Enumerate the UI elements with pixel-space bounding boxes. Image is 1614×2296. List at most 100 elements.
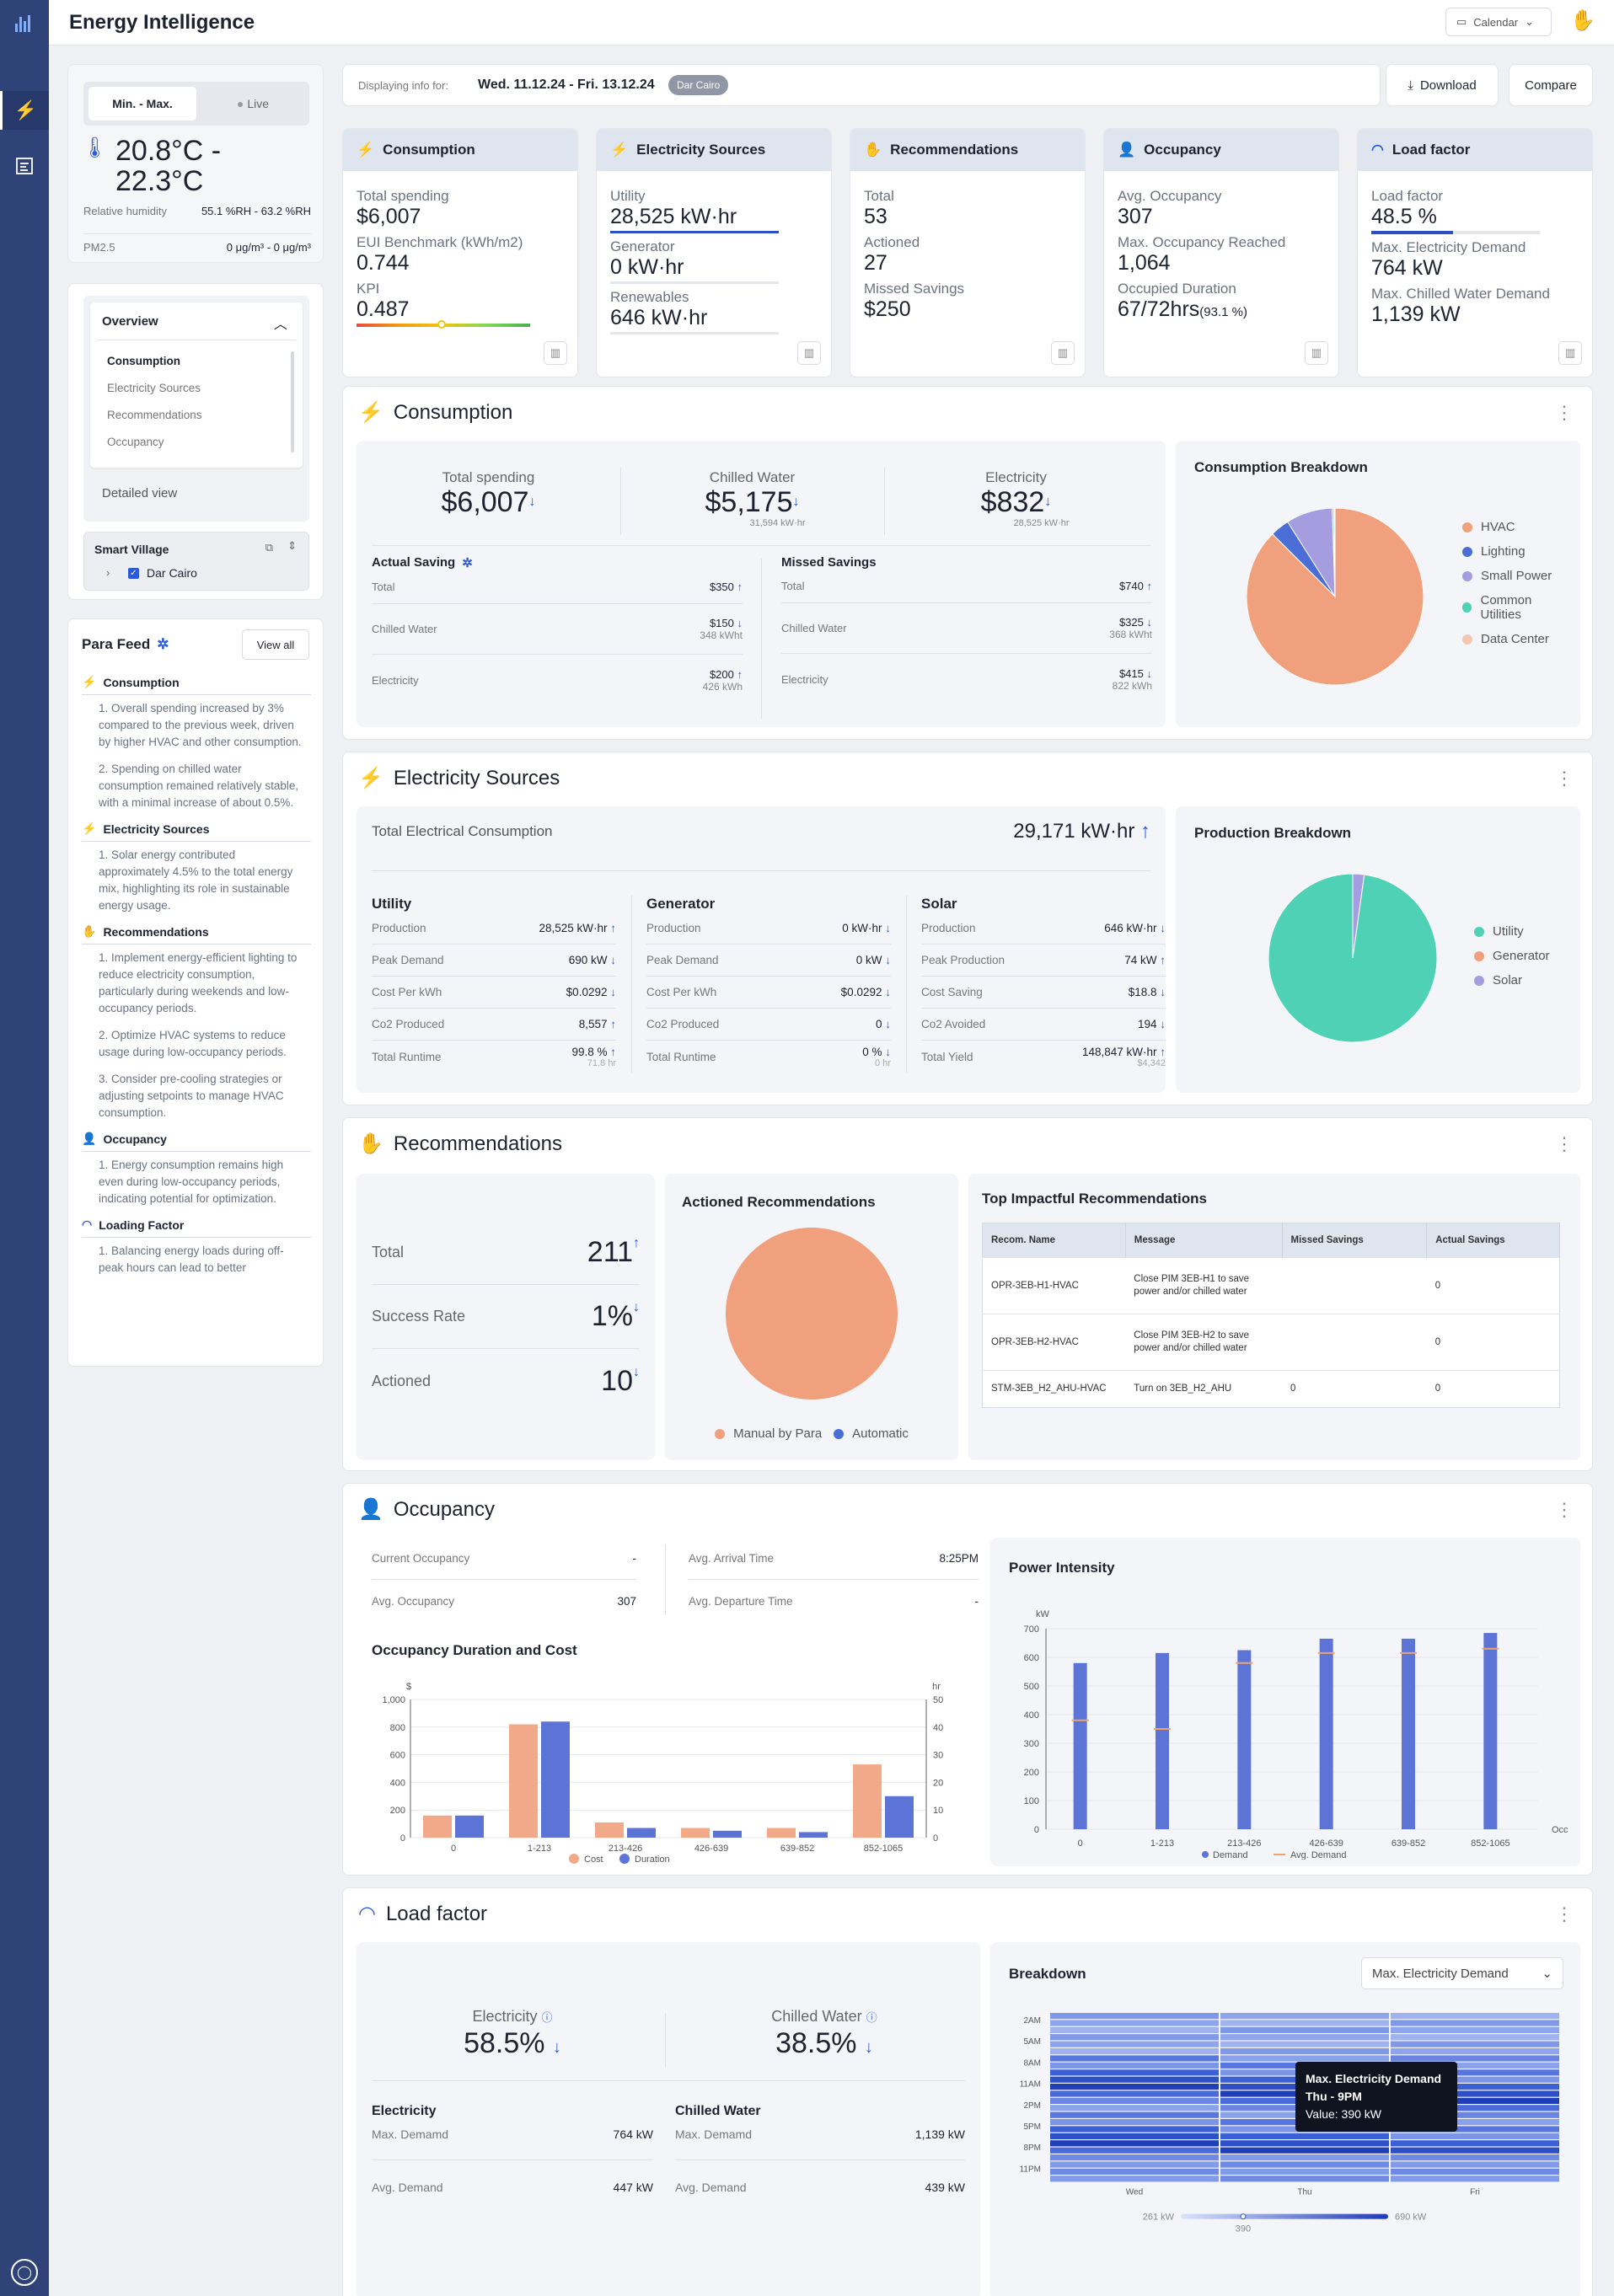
- heatmap-cell[interactable]: [1391, 2126, 1559, 2133]
- bar-chart-icon[interactable]: ▥: [1051, 341, 1075, 365]
- heatmap-cell[interactable]: [1050, 2041, 1219, 2047]
- bar-demand[interactable]: [1073, 1662, 1087, 1829]
- heatmap-cell[interactable]: [1050, 2133, 1219, 2139]
- tab-live[interactable]: ● Live: [236, 97, 270, 110]
- bar-chart-icon[interactable]: ▥: [797, 341, 821, 365]
- bar-demand[interactable]: [1237, 1650, 1252, 1830]
- more-icon[interactable]: ⋮: [1555, 1903, 1574, 1924]
- heatmap-cell[interactable]: [1050, 2126, 1219, 2133]
- bar-duration[interactable]: [713, 1830, 742, 1838]
- chevron-right-icon[interactable]: ›: [106, 566, 110, 579]
- table-row[interactable]: STM-3EB_H2_AHU-HVAC Turn on 3EB_H2_AHU 0 0: [982, 1370, 1560, 1408]
- heatmap-cell[interactable]: [1050, 2111, 1219, 2118]
- pie-slice-utility[interactable]: [1268, 874, 1438, 1043]
- bar-cost[interactable]: [423, 1815, 452, 1838]
- more-icon[interactable]: ⋮: [1555, 402, 1574, 423]
- bar-chart-icon[interactable]: ▥: [544, 341, 567, 365]
- bar-duration[interactable]: [799, 1832, 828, 1838]
- table-header[interactable]: Recom. Name: [982, 1223, 1126, 1258]
- view-all-button[interactable]: View all: [242, 629, 309, 660]
- overview-item-electricity[interactable]: Electricity Sources: [107, 382, 201, 394]
- more-icon[interactable]: ⋮: [1555, 1499, 1574, 1520]
- bar-cost[interactable]: [681, 1828, 710, 1838]
- heatmap-cell[interactable]: [1050, 2048, 1219, 2055]
- heatmap-cell[interactable]: [1050, 2020, 1219, 2026]
- tab-min-max[interactable]: Min. - Max.: [88, 87, 196, 120]
- bar-cost[interactable]: [767, 1828, 796, 1838]
- heatmap-cell[interactable]: [1050, 2154, 1219, 2161]
- legend-item[interactable]: Utility: [1474, 924, 1575, 939]
- heatmap-cell[interactable]: [1220, 2154, 1389, 2161]
- legend-item[interactable]: Manual by Para: [715, 1426, 822, 1441]
- heatmap-cell[interactable]: [1391, 2147, 1559, 2154]
- heatmap-cell[interactable]: [1391, 2041, 1559, 2047]
- heatmap-cell[interactable]: [1050, 2013, 1219, 2020]
- info-icon[interactable]: ⓘ: [541, 2011, 553, 2024]
- info-icon[interactable]: ⓘ: [866, 2011, 877, 2024]
- calendar-dropdown[interactable]: ▭ Calendar ⌄: [1445, 8, 1552, 36]
- heatmap-cell[interactable]: [1391, 2105, 1559, 2111]
- kpi-card-consumption[interactable]: ⚡ Consumption Total spending $6,007 EUI Benc…: [342, 128, 578, 377]
- legend-item[interactable]: Small Power: [1462, 569, 1572, 583]
- heatmap-cell[interactable]: [1050, 2097, 1219, 2104]
- app-logo-icon[interactable]: [15, 13, 34, 32]
- heatmap-cell[interactable]: [1391, 2026, 1559, 2033]
- heatmap-cell[interactable]: [1050, 2176, 1219, 2182]
- bar-cost[interactable]: [595, 1822, 624, 1838]
- bar-cost[interactable]: [853, 1764, 882, 1838]
- kpi-card-electricity-sources[interactable]: ⚡ Electricity Sources Utility 28,525 kW·hr G…: [596, 128, 832, 377]
- heatmap-cell[interactable]: [1050, 2026, 1219, 2033]
- bar-demand[interactable]: [1483, 1633, 1498, 1829]
- nav-reports-icon[interactable]: [0, 147, 49, 185]
- kpi-card-recommendations[interactable]: ✋ Recommendations Total 53 Actioned 27 Missed …: [850, 128, 1086, 377]
- overview-scrollbar[interactable]: [291, 351, 294, 452]
- heatmap-cell[interactable]: [1220, 2013, 1389, 2020]
- heatmap-cell[interactable]: [1050, 2147, 1219, 2154]
- heatmap-cell[interactable]: [1391, 2119, 1559, 2126]
- bar-duration[interactable]: [627, 1828, 656, 1838]
- heatmap-cell[interactable]: [1391, 2069, 1559, 2076]
- heatmap-cell[interactable]: [1050, 2062, 1219, 2069]
- heatmap-cell[interactable]: [1050, 2055, 1219, 2062]
- overview-item-recommendations[interactable]: Recommendations: [107, 409, 202, 421]
- pie-slice-manual-by-para[interactable]: [726, 1228, 898, 1400]
- heatmap-cell[interactable]: [1391, 2090, 1559, 2097]
- site-checkbox[interactable]: ✓: [128, 568, 139, 579]
- bar-chart-icon[interactable]: ▥: [1305, 341, 1328, 365]
- heatmap-cell[interactable]: [1391, 2020, 1559, 2026]
- bar-duration[interactable]: [541, 1721, 570, 1838]
- table-header[interactable]: Message: [1125, 1223, 1283, 1258]
- heatmap-cell[interactable]: [1050, 2168, 1219, 2175]
- legend-item[interactable]: HVAC: [1462, 520, 1572, 534]
- heatmap-cell[interactable]: [1220, 2020, 1389, 2026]
- bar-duration[interactable]: [885, 1796, 914, 1838]
- heatmap-cell[interactable]: [1391, 2048, 1559, 2055]
- heatmap-cell[interactable]: [1220, 2176, 1389, 2182]
- more-icon[interactable]: ⋮: [1555, 1133, 1574, 1154]
- copy-icon[interactable]: ⧉: [265, 541, 273, 554]
- heatmap-cell[interactable]: [1220, 2133, 1389, 2139]
- heatmap-cell[interactable]: [1391, 2161, 1559, 2168]
- heatmap-cell[interactable]: [1391, 2076, 1559, 2083]
- table-header[interactable]: Actual Savings: [1426, 1223, 1560, 1258]
- pie-slice-data-center[interactable]: [1333, 508, 1336, 597]
- heatmap-cell[interactable]: [1050, 2034, 1219, 2041]
- heatmap-cell[interactable]: [1220, 2055, 1389, 2062]
- kpi-card-load-factor[interactable]: ◠ Load factor Load factor 48.5 % Max. Electr…: [1357, 128, 1593, 377]
- expand-icon[interactable]: ⇕: [287, 539, 297, 552]
- bar-cost[interactable]: [509, 1724, 538, 1838]
- chevron-up-icon[interactable]: ︿: [273, 318, 287, 332]
- overview-item-consumption[interactable]: Consumption: [107, 355, 180, 367]
- heatmap-cell[interactable]: [1050, 2090, 1219, 2097]
- heatmap-cell[interactable]: [1050, 2161, 1219, 2168]
- compare-button[interactable]: Compare: [1509, 64, 1593, 106]
- bar-demand[interactable]: [1402, 1638, 1415, 1829]
- heatmap-cell[interactable]: [1391, 2140, 1559, 2147]
- legend-item[interactable]: Common Utilities: [1462, 593, 1572, 622]
- heatmap-cell[interactable]: [1050, 2119, 1219, 2126]
- heatmap-cell[interactable]: [1050, 2076, 1219, 2083]
- heatmap-cell[interactable]: [1391, 2084, 1559, 2090]
- heatmap-cell[interactable]: [1220, 2140, 1389, 2147]
- heatmap-cell[interactable]: [1050, 2069, 1219, 2076]
- heatmap-cell[interactable]: [1220, 2034, 1389, 2041]
